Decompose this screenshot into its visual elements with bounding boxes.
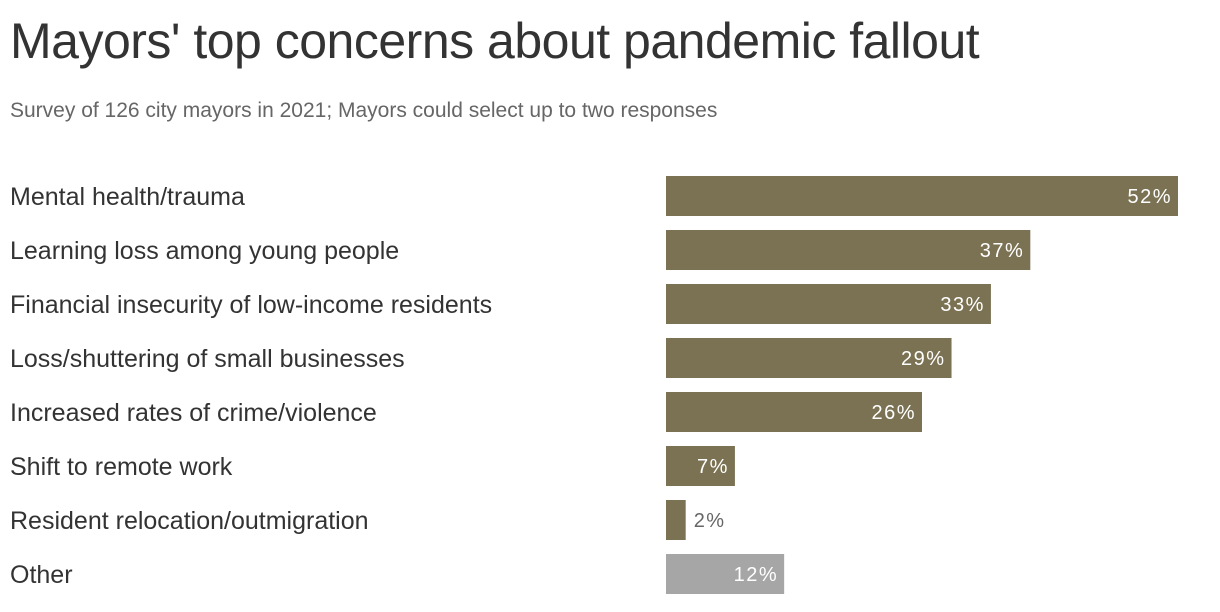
value-label: 29% bbox=[901, 348, 946, 370]
value-label: 52% bbox=[1127, 186, 1172, 208]
value-label: 33% bbox=[940, 294, 985, 316]
value-label: 12% bbox=[734, 564, 779, 586]
category-label: Other bbox=[10, 561, 73, 589]
chart-subtitle: Survey of 126 city mayors in 2021; Mayor… bbox=[10, 99, 718, 122]
category-label: Resident relocation/outmigration bbox=[10, 507, 369, 535]
bar bbox=[666, 230, 1031, 270]
bar bbox=[666, 554, 785, 594]
value-label: 2% bbox=[694, 510, 726, 532]
value-label: 37% bbox=[980, 240, 1025, 262]
category-label: Financial insecurity of low-income resid… bbox=[10, 291, 492, 319]
value-label: 26% bbox=[871, 402, 916, 424]
bar bbox=[666, 284, 991, 324]
category-label: Mental health/trauma bbox=[10, 183, 245, 211]
value-label: 7% bbox=[697, 456, 729, 478]
chart-title: Mayors' top concerns about pandemic fall… bbox=[10, 13, 980, 69]
bar bbox=[666, 176, 1178, 216]
category-label: Shift to remote work bbox=[10, 453, 233, 481]
bar bbox=[666, 392, 922, 432]
bar bbox=[666, 446, 735, 486]
bar bbox=[666, 500, 686, 540]
category-label: Learning loss among young people bbox=[10, 237, 399, 265]
category-label: Loss/shuttering of small businesses bbox=[10, 345, 405, 373]
bar bbox=[666, 338, 952, 378]
category-label: Increased rates of crime/violence bbox=[10, 399, 377, 427]
